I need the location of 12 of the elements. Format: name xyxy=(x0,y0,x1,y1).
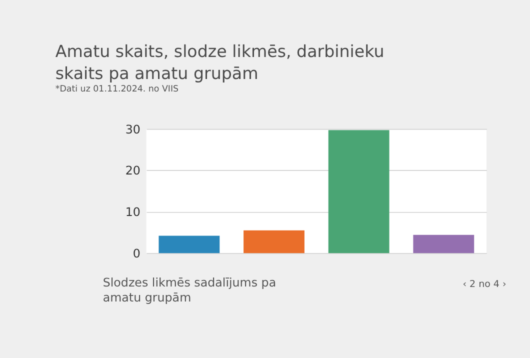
bar xyxy=(413,234,474,254)
chart-title: Amatu skaits, slodze likmēs, darbinieku skaits pa amatu grupām xyxy=(55,42,384,84)
bar xyxy=(328,130,390,254)
bar xyxy=(244,230,304,254)
text: ‹ 2 no 4 › xyxy=(462,279,506,290)
text: Slodzes likmēs sadalījums pa amatu grupām xyxy=(102,275,276,304)
y-tick-label: 0 xyxy=(132,246,140,260)
bar xyxy=(158,236,220,254)
y-tick-label: 20 xyxy=(125,164,140,178)
y-tick-label: 10 xyxy=(125,205,140,220)
chart-subtitle: *Dati uz 01.11.2024. no VIIS xyxy=(55,84,180,95)
y-tick-label: 30 xyxy=(125,122,140,136)
